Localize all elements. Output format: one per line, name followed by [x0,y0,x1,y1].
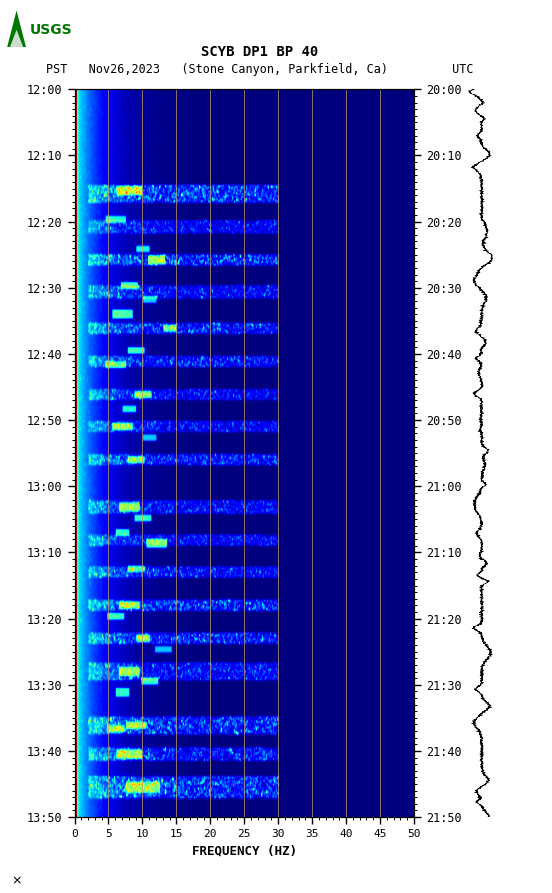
Text: ×: × [11,874,22,887]
Text: USGS: USGS [29,23,72,37]
Polygon shape [7,11,26,47]
Text: SCYB DP1 BP 40: SCYB DP1 BP 40 [201,45,318,59]
Text: PST   Nov26,2023   (Stone Canyon, Parkfield, Ca)         UTC: PST Nov26,2023 (Stone Canyon, Parkfield,… [46,63,473,76]
X-axis label: FREQUENCY (HZ): FREQUENCY (HZ) [192,845,297,857]
Polygon shape [10,29,23,47]
